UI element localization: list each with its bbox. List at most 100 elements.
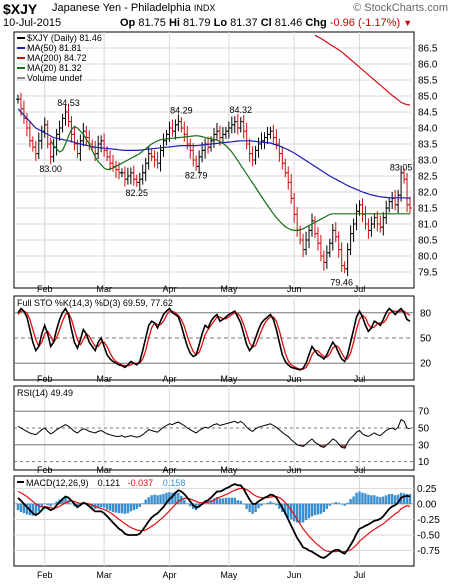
macd-histogram-bar xyxy=(390,494,394,504)
macd-histogram-bar xyxy=(287,503,290,518)
price-tick-label: 83.0 xyxy=(418,156,438,167)
price-tick-label: 86.0 xyxy=(418,60,438,71)
price-tick-label: 83.5 xyxy=(418,140,438,151)
macd-histogram-bar xyxy=(278,503,281,509)
macd-histogram-bar xyxy=(284,503,287,515)
month-label-May: May xyxy=(220,284,238,294)
sto-k-line xyxy=(17,307,411,371)
month-label-Jul: Jul xyxy=(354,570,366,580)
macd-histogram-bar xyxy=(126,503,130,514)
macd-legend-hist: 0.158 xyxy=(163,478,186,488)
ma200-line xyxy=(314,34,411,106)
macd-histogram-bar xyxy=(334,502,337,504)
macd-histogram-bar xyxy=(316,503,320,515)
hi-value: 81.79 xyxy=(183,17,211,29)
macd-histogram-bar xyxy=(304,503,308,521)
macd-histogram-bar xyxy=(141,503,144,504)
macd-histogram-bar xyxy=(382,496,385,504)
macd-histogram-bar xyxy=(159,494,162,504)
macd-histogram-bar xyxy=(295,503,299,523)
macd-histogram-bar xyxy=(402,493,406,504)
macd-histogram-bar xyxy=(162,494,165,504)
macd-histogram-bar xyxy=(22,503,26,514)
ohlc-readout: Op 81.75 Hi 81.79 Lo 81.37 Cl 81.46 Chg … xyxy=(120,17,412,29)
sto-tick-label: 20 xyxy=(420,359,432,370)
macd-histogram-bar xyxy=(150,495,153,504)
macd-histogram-bar xyxy=(269,501,272,504)
macd-histogram-bar xyxy=(224,497,228,504)
macd-histogram-bar xyxy=(144,499,147,504)
macd-histogram-bar xyxy=(396,494,400,504)
legend-volume: Volume undef xyxy=(27,73,83,83)
cl-value: 81.46 xyxy=(274,17,303,29)
legend-ma50: MA(50) 81.81 xyxy=(27,43,82,53)
macd-histogram-bar xyxy=(16,503,20,511)
macd-histogram-bar xyxy=(34,503,38,516)
lo-value: 81.37 xyxy=(230,17,258,29)
cl-label: Cl xyxy=(260,17,272,29)
price-annotation: 82.79 xyxy=(185,171,208,181)
security-name: Japanese Yen - Philadelphia INDX xyxy=(52,2,215,14)
macd-histogram-bar xyxy=(120,503,124,514)
macd-histogram-bar xyxy=(111,503,115,512)
macd-histogram-bar xyxy=(385,495,388,504)
month-label-Mar: Mar xyxy=(96,570,112,580)
op-value: 81.75 xyxy=(138,17,166,29)
month-label-Jul: Jul xyxy=(354,465,366,475)
chg-value: -0.96 (-1.17%) xyxy=(329,17,401,29)
price-tick-label: 81.5 xyxy=(418,204,438,215)
month-label-May: May xyxy=(220,374,238,384)
security-name-text: Japanese Yen - Philadelphia xyxy=(52,2,191,14)
macd-legend-macd_signal: -0.037 xyxy=(128,478,154,488)
price-tick-label: 82.0 xyxy=(418,188,438,199)
month-label-Apr: Apr xyxy=(162,465,176,475)
sto-tick-label: 80 xyxy=(420,308,432,319)
price-tick-label: 84.0 xyxy=(418,124,438,135)
macd-histogram-bar xyxy=(239,500,242,504)
price-tick-label: 81.0 xyxy=(418,220,438,231)
rsi-tick-label: 30 xyxy=(418,440,430,451)
macd-histogram-bar xyxy=(257,503,260,509)
macd-histogram-bar xyxy=(260,503,263,506)
sto-legend: Full STO %K(14,3) %D(3) 69.59, 77.62 xyxy=(17,298,173,308)
hi-label: Hi xyxy=(168,17,180,29)
macd-tick-label: 0.25 xyxy=(417,484,437,495)
macd-histogram-bar xyxy=(135,503,138,509)
month-label-Mar: Mar xyxy=(96,465,112,475)
rsi-line xyxy=(17,418,411,449)
macd-histogram-bar xyxy=(19,503,23,512)
macd-panel xyxy=(13,475,415,567)
month-label-Feb: Feb xyxy=(37,374,53,384)
macd-histogram-bar xyxy=(96,503,100,508)
sto-d-line xyxy=(17,310,411,370)
month-label-Jul: Jul xyxy=(354,284,366,294)
macd-tick-label: -0.75 xyxy=(417,546,440,557)
macd-histogram-bar xyxy=(313,503,317,516)
macd-histogram-bar xyxy=(215,497,219,504)
macd-histogram-bar xyxy=(272,502,275,504)
exchange-label: INDX xyxy=(193,3,216,13)
macd-histogram-bar xyxy=(108,503,112,511)
macd-legend-macd_label: MACD(12,26,9) xyxy=(26,478,89,488)
macd-histogram-bar xyxy=(370,495,373,504)
macd-histogram-bar xyxy=(230,497,234,504)
macd-histogram-bar xyxy=(245,503,248,509)
price-tick-label: 85.0 xyxy=(418,92,438,103)
rsi-legend: RSI(14) 49.49 xyxy=(17,388,73,398)
macd-histogram-bar xyxy=(346,502,349,504)
macd-histogram-bar xyxy=(67,500,70,504)
month-label-Mar: Mar xyxy=(96,374,112,384)
macd-histogram-bar xyxy=(123,503,127,514)
month-label-Apr: Apr xyxy=(162,570,176,580)
macd-histogram-bar xyxy=(340,503,343,505)
macd-histogram-bar xyxy=(352,496,355,504)
macd-histogram-bar xyxy=(266,502,269,504)
macd-histogram-bar xyxy=(52,503,55,505)
month-label-Jun: Jun xyxy=(287,465,302,475)
macd-histogram-bar xyxy=(343,503,346,506)
macd-histogram-bar xyxy=(292,503,296,522)
macd-histogram-bar xyxy=(61,498,64,504)
macd-histogram-bar xyxy=(64,497,67,504)
macd-histogram-bar xyxy=(186,503,189,504)
